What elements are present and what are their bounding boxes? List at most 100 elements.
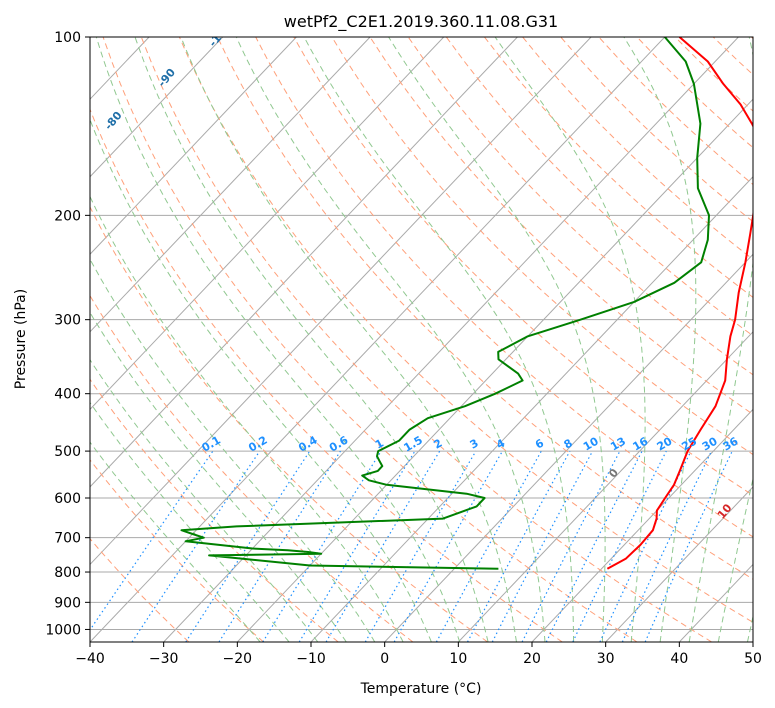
moist-adiabat-label: 0 — [606, 466, 621, 480]
isotherm-line — [90, 37, 445, 411]
dry-adiabat-label: -60 — [0, 195, 18, 219]
profile-lines — [180, 37, 753, 570]
dry-adiabat-line — [90, 537, 190, 642]
dry-adiabat-line — [140, 37, 712, 642]
y-axis-label: Pressure (hPa) — [13, 289, 29, 389]
y-tick-label: 500 — [54, 444, 81, 460]
x-axis-label: Temperature (°C) — [360, 681, 482, 697]
isotherm-line — [90, 37, 371, 333]
dry-adiabat-line — [369, 37, 753, 415]
dry-adiabat-label: -100 — [206, 20, 234, 50]
dry-adiabat-line — [598, 37, 753, 186]
x-tick-label: 40 — [670, 651, 688, 667]
isotherm-line — [457, 331, 753, 642]
dry-adiabat-line — [674, 37, 753, 112]
mixing-ratio-line — [131, 450, 261, 642]
isotherm-line — [0, 37, 2, 642]
dry-adiabat-line — [102, 37, 638, 642]
moist-adiabat-label: 10 — [715, 501, 735, 521]
mixing-ratio-line — [325, 450, 441, 642]
dry-adiabat-line — [331, 37, 753, 456]
dry-adiabat-line — [90, 294, 414, 642]
isoline-labels: 0.1 0.2 0.4 0.6 1 1.5 2 3 4 6 8 10 13 16 20 25 30 36-100-… — [0, 20, 741, 522]
isotherm-line — [384, 253, 753, 642]
moist-adiabat-line — [717, 476, 753, 642]
dry-adiabat-line — [484, 37, 753, 298]
mixing-ratio-label: 6 — [533, 436, 546, 451]
isotherm-line — [90, 37, 297, 256]
mixing-ratio-line — [621, 450, 713, 642]
temperature-profile — [606, 37, 753, 570]
isotherm-line — [90, 37, 592, 566]
moist-adiabat-line — [90, 401, 290, 642]
mixing-ratio-label: 4 — [494, 436, 507, 451]
dry-adiabat-label: -80 — [102, 109, 125, 133]
mixing-ratio-line — [572, 450, 667, 642]
isotherm-line — [90, 37, 666, 642]
dry-adiabat-line — [293, 37, 753, 496]
mixing-ratio-line — [298, 450, 416, 642]
y-tick-label: 400 — [54, 387, 81, 403]
mixing-ratio-line — [218, 450, 342, 642]
moist-adiabat-line — [388, 37, 606, 642]
dry-adiabat-line — [178, 37, 753, 623]
moist-adiabat-line — [134, 37, 489, 642]
x-tick-label: 20 — [523, 651, 541, 667]
y-tick-label: 700 — [54, 531, 81, 547]
isotherm-line — [531, 408, 753, 642]
moist-adiabat-line — [90, 118, 432, 642]
mixing-ratio-label: 3 — [468, 437, 481, 452]
isotherm-line — [752, 641, 753, 642]
dry-adiabat-line — [636, 37, 753, 149]
y-tick-label: 200 — [54, 208, 81, 224]
plot-frame — [89, 36, 754, 643]
moist-adiabat-line — [747, 614, 753, 642]
dewpoint-profile — [180, 37, 710, 570]
moist-adiabat-line — [95, 37, 461, 642]
mixing-ratio-line — [644, 450, 733, 642]
y-tick-label: 1000 — [45, 622, 81, 638]
x-tick-label: −40 — [75, 651, 105, 667]
isotherm-line — [605, 486, 753, 642]
axes: −40 −30 −20 −10 0 10 20 30 40 5010020030040050060… — [45, 30, 762, 667]
mixing-ratio-line — [466, 450, 571, 642]
mixing-ratio-line — [364, 450, 477, 642]
isotherm-line — [678, 563, 753, 642]
moist-adiabat-line — [90, 441, 261, 642]
dry-adiabat-line — [90, 205, 488, 642]
mixing-ratio-line — [393, 450, 504, 642]
x-tick-label: 50 — [744, 651, 762, 667]
isotherm-line — [90, 37, 224, 178]
dry-adiabat-line — [90, 108, 563, 642]
dry-adiabat-line — [751, 37, 753, 40]
moist-adiabat-line — [90, 195, 404, 642]
moist-adiabat-line — [180, 37, 517, 642]
moist-adiabat-line — [90, 358, 319, 642]
isotherm-line — [163, 37, 739, 642]
moist-adiabat-line — [303, 37, 575, 642]
dry-adiabat-label: -70 — [49, 152, 72, 176]
moist-adiabat-line — [494, 37, 646, 642]
mixing-ratio-line — [435, 450, 542, 642]
y-tick-label: 100 — [54, 30, 81, 46]
x-tick-label: −20 — [223, 651, 253, 667]
y-tick-label: 300 — [54, 313, 81, 329]
chart-title: wetPf2_C2E1.2019.360.11.08.G31 — [284, 12, 558, 32]
x-tick-label: 30 — [597, 651, 615, 667]
dry-adiabat-line — [712, 37, 753, 76]
x-tick-label: 10 — [449, 651, 467, 667]
dry-adiabat-line — [560, 37, 753, 223]
dry-adiabat-line — [407, 37, 753, 376]
x-tick-label: −30 — [149, 651, 179, 667]
y-tick-label: 800 — [54, 565, 81, 581]
mixing-ratio-label: 2 — [431, 437, 444, 452]
mixing-ratio-line — [90, 450, 214, 631]
moist-adiabat-line — [235, 37, 546, 642]
mixing-ratio-label: 1 — [373, 437, 386, 452]
isotherm-line — [0, 37, 75, 642]
moist-adiabat-line — [688, 37, 753, 642]
dry-adiabat-label: -90 — [155, 66, 178, 90]
moist-adiabat-line — [90, 258, 376, 642]
x-tick-label: 0 — [380, 651, 389, 667]
